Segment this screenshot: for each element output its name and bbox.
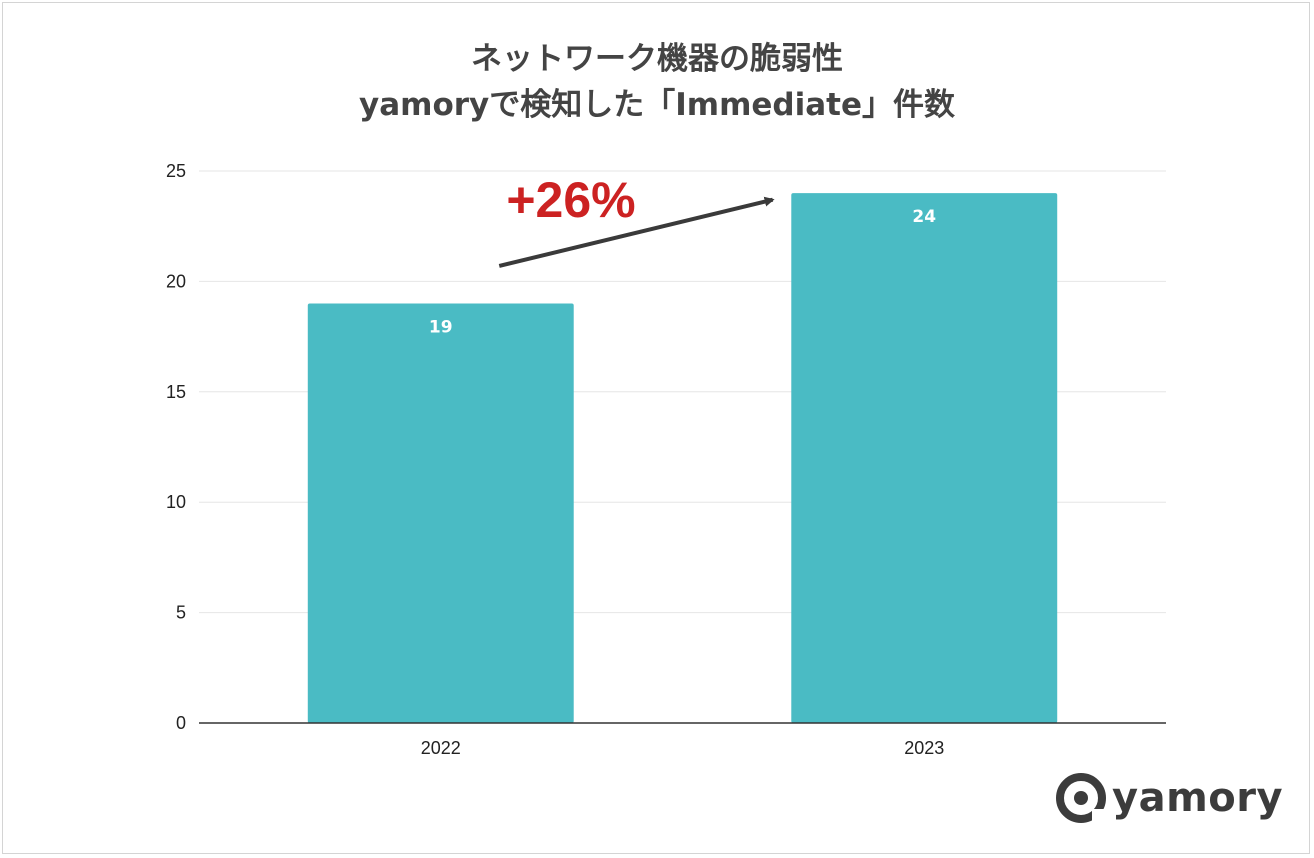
bar-2023 xyxy=(791,193,1058,723)
bar-value-label-2022: 19 xyxy=(429,317,453,337)
yamory-logo-icon xyxy=(1056,773,1106,823)
y-tick-label-5: 5 xyxy=(176,603,186,623)
y-tick-label-20: 20 xyxy=(166,271,186,291)
chart-title-line-2: yamoryで検知した「Immediate」件数 xyxy=(359,87,955,123)
chart-title-line-1: ネットワーク機器の脆弱性 xyxy=(471,41,843,77)
y-tick-label-10: 10 xyxy=(166,492,186,512)
bar-value-label-2023: 24 xyxy=(912,207,936,227)
x-tick-label-2023: 2023 xyxy=(904,738,944,758)
y-tick-label-0: 0 xyxy=(176,713,186,733)
x-axis-ticks: 2022 2023 xyxy=(199,722,1166,758)
growth-annotation: +26% xyxy=(498,172,775,268)
y-axis-ticks: 0 5 10 15 20 25 xyxy=(166,161,186,733)
growth-percent-label: +26% xyxy=(506,172,635,228)
yamory-logo-text: yamory xyxy=(1112,775,1284,821)
x-tick-label-2022: 2022 xyxy=(421,738,461,758)
growth-arrow xyxy=(498,196,775,268)
bar-2022 xyxy=(307,303,574,723)
y-tick-label-15: 15 xyxy=(166,382,186,402)
chart-title: ネットワーク機器の脆弱性 yamoryで検知した「Immediate」件数 xyxy=(0,36,1314,128)
y-tick-label-25: 25 xyxy=(166,161,186,181)
yamory-logo: yamory xyxy=(1056,770,1283,826)
